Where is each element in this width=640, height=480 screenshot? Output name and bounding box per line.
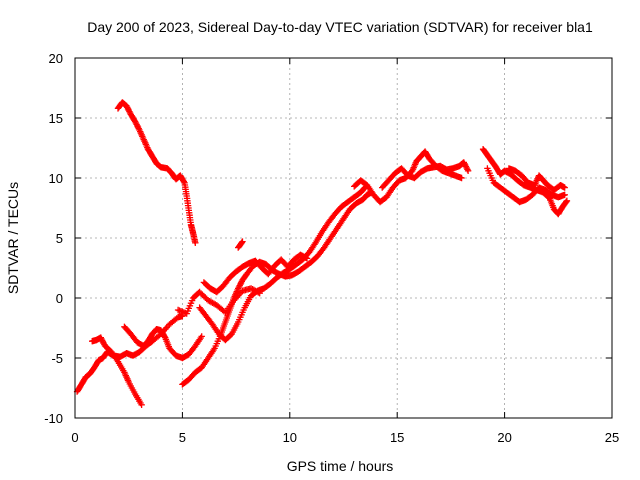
x-tick-labels: 0 5 10 15 20 25 — [71, 430, 619, 445]
data-point — [132, 119, 140, 127]
data-point — [138, 401, 145, 408]
y-tick-label: 10 — [49, 171, 63, 186]
data-point — [98, 335, 105, 343]
y-tick-label: 5 — [56, 231, 63, 246]
data-point — [134, 124, 142, 131]
data-point — [196, 288, 203, 296]
x-axis-label: GPS time / hours — [287, 458, 394, 474]
series-track-3 — [114, 99, 199, 246]
data-point — [255, 289, 262, 296]
data-point — [461, 160, 468, 167]
y-tick-label: 15 — [49, 111, 63, 126]
data-point — [133, 121, 140, 128]
data-point — [197, 290, 205, 297]
data-point — [561, 184, 568, 191]
data-point — [202, 294, 209, 301]
data-point — [563, 197, 571, 204]
series-track-11 — [379, 159, 472, 191]
data-point — [464, 167, 472, 174]
data-point — [561, 191, 568, 198]
y-axis-label: SDTVAR / TECUs — [5, 182, 21, 294]
y-tick-label: 20 — [49, 51, 63, 66]
data-point — [237, 281, 244, 288]
data-points — [73, 99, 571, 408]
y-tick-label: -10 — [44, 411, 63, 426]
y-tick-labels: -10 -5 0 5 10 15 20 — [44, 51, 63, 426]
series-track-8 — [174, 285, 263, 317]
data-point — [236, 282, 243, 289]
x-tick-label: 15 — [390, 430, 404, 445]
series-track-13 — [484, 165, 568, 206]
data-point — [235, 283, 243, 291]
data-point — [464, 166, 471, 173]
x-tick-label: 5 — [179, 430, 186, 445]
data-point — [238, 239, 245, 246]
data-point — [303, 255, 311, 262]
data-point — [200, 293, 208, 300]
data-point — [125, 107, 132, 114]
data-point — [124, 104, 131, 111]
axis-ticks — [74, 57, 613, 419]
data-point — [239, 238, 246, 245]
data-point — [161, 333, 168, 340]
y-tick-label: -5 — [51, 351, 63, 366]
series-track-1 — [73, 312, 186, 395]
data-point — [180, 178, 187, 185]
series-track-9 — [235, 238, 246, 251]
series-track-4 — [121, 323, 205, 362]
data-point — [123, 102, 130, 110]
data-point — [124, 105, 132, 112]
data-point — [563, 198, 570, 205]
data-point — [237, 279, 245, 286]
x-tick-label: 0 — [71, 430, 78, 445]
data-point — [192, 239, 199, 246]
data-point — [134, 122, 141, 129]
data-point — [126, 108, 133, 115]
series-track-10 — [351, 148, 465, 206]
series-track-14 — [505, 165, 568, 194]
y-tick-label: 0 — [56, 291, 63, 306]
data-point — [256, 290, 263, 297]
data-point — [460, 159, 467, 166]
x-tick-label: 25 — [605, 430, 619, 445]
x-tick-label: 20 — [497, 430, 511, 445]
data-point — [198, 333, 205, 340]
data-point — [458, 174, 465, 182]
chart-title: Day 200 of 2023, Sidereal Day-to-day VTE… — [87, 19, 593, 35]
data-point — [99, 337, 106, 344]
series-track-2 — [89, 334, 145, 408]
series-track-7 — [200, 251, 311, 296]
data-point — [463, 164, 470, 172]
data-point — [97, 334, 104, 341]
series-track-6 — [196, 184, 369, 344]
x-tick-label: 10 — [283, 430, 297, 445]
